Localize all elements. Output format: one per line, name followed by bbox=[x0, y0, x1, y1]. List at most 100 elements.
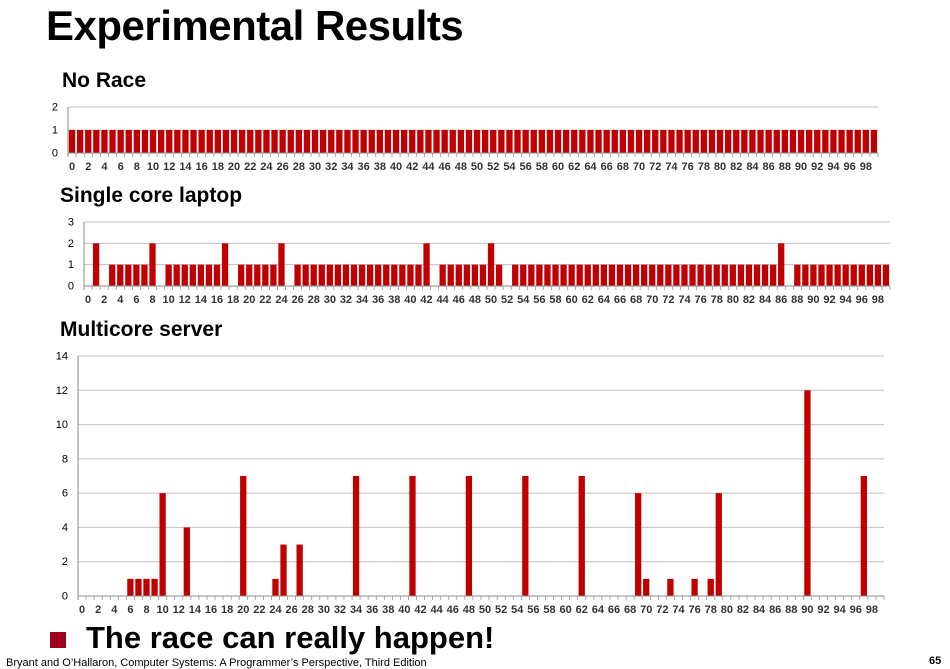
bar bbox=[352, 130, 359, 153]
x-tick-label: 96 bbox=[844, 161, 856, 173]
bar bbox=[334, 264, 342, 286]
x-tick-label: 56 bbox=[520, 161, 532, 173]
bar bbox=[624, 264, 632, 286]
bar bbox=[254, 264, 261, 286]
x-tick-label: 82 bbox=[737, 604, 749, 616]
y-tick-label: 0 bbox=[68, 281, 74, 293]
x-tick-label: 2 bbox=[95, 604, 101, 616]
x-tick-label: 6 bbox=[127, 604, 133, 616]
x-tick-label: 74 bbox=[678, 294, 691, 306]
x-tick-label: 32 bbox=[340, 294, 352, 306]
x-tick-label: 48 bbox=[463, 604, 475, 616]
x-tick-label: 4 bbox=[117, 294, 124, 306]
bar bbox=[858, 264, 865, 286]
bar bbox=[392, 130, 400, 153]
y-tick-label: 2 bbox=[68, 238, 74, 250]
bar bbox=[457, 130, 465, 153]
x-tick-label: 98 bbox=[860, 161, 872, 173]
bar bbox=[400, 130, 408, 153]
bar bbox=[181, 264, 188, 286]
bar bbox=[733, 130, 740, 153]
bar bbox=[319, 130, 327, 153]
bar bbox=[826, 264, 833, 286]
bullet-square-icon bbox=[50, 632, 66, 648]
x-tick-label: 14 bbox=[179, 161, 192, 173]
bar bbox=[619, 130, 627, 153]
bar bbox=[280, 544, 287, 596]
y-tick-label: 8 bbox=[62, 453, 68, 465]
x-tick-label: 80 bbox=[721, 604, 733, 616]
x-tick-label: 72 bbox=[656, 604, 668, 616]
x-tick-label: 8 bbox=[149, 294, 155, 306]
x-tick-label: 48 bbox=[469, 294, 481, 306]
bar bbox=[635, 493, 642, 596]
bar bbox=[522, 130, 529, 153]
x-tick-label: 10 bbox=[163, 294, 175, 306]
bar bbox=[765, 130, 772, 153]
bar bbox=[487, 243, 495, 286]
x-tick-label: 42 bbox=[414, 604, 426, 616]
bar bbox=[842, 264, 849, 286]
x-tick-label: 84 bbox=[753, 604, 766, 616]
x-tick-label: 12 bbox=[163, 161, 175, 173]
x-tick-label: 38 bbox=[388, 294, 400, 306]
x-tick-label: 66 bbox=[614, 294, 626, 306]
slide-title: Experimental Results bbox=[46, 2, 464, 49]
x-tick-label: 46 bbox=[447, 604, 459, 616]
x-tick-label: 46 bbox=[453, 294, 465, 306]
x-tick-label: 62 bbox=[568, 161, 580, 173]
x-tick-label: 84 bbox=[746, 161, 759, 173]
x-tick-label: 28 bbox=[302, 604, 314, 616]
bar bbox=[240, 476, 247, 596]
bar bbox=[368, 130, 375, 153]
bar bbox=[135, 578, 142, 596]
x-tick-label: 52 bbox=[495, 604, 507, 616]
x-tick-label: 4 bbox=[111, 604, 118, 616]
x-tick-label: 8 bbox=[134, 161, 140, 173]
bar bbox=[479, 264, 487, 286]
x-tick-label: 94 bbox=[840, 294, 853, 306]
x-tick-label: 80 bbox=[714, 161, 726, 173]
x-tick-label: 76 bbox=[694, 294, 706, 306]
x-tick-label: 58 bbox=[536, 161, 548, 173]
bar bbox=[691, 578, 698, 596]
x-tick-label: 88 bbox=[779, 161, 791, 173]
bar bbox=[562, 130, 570, 153]
x-tick-label: 0 bbox=[85, 294, 91, 306]
bar bbox=[724, 130, 732, 153]
x-tick-label: 86 bbox=[763, 161, 775, 173]
bar bbox=[270, 264, 277, 286]
bar bbox=[366, 264, 374, 286]
x-tick-label: 38 bbox=[382, 604, 394, 616]
x-tick-label: 32 bbox=[334, 604, 346, 616]
bar bbox=[708, 130, 716, 153]
bar bbox=[238, 264, 245, 286]
bar bbox=[279, 130, 286, 153]
bar bbox=[473, 130, 481, 153]
bar bbox=[830, 130, 837, 153]
bar bbox=[578, 476, 585, 596]
x-tick-label: 6 bbox=[118, 161, 124, 173]
x-tick-label: 50 bbox=[485, 294, 497, 306]
bar bbox=[481, 130, 489, 153]
x-tick-label: 54 bbox=[503, 161, 516, 173]
x-tick-label: 68 bbox=[624, 604, 636, 616]
bar bbox=[465, 130, 473, 153]
bar bbox=[576, 264, 583, 286]
bullet-text: The race can really happen! bbox=[86, 620, 495, 655]
y-tick-label: 1 bbox=[68, 259, 74, 271]
x-tick-label: 26 bbox=[285, 604, 297, 616]
bar bbox=[643, 578, 650, 596]
bar bbox=[805, 130, 813, 153]
x-tick-label: 88 bbox=[785, 604, 797, 616]
x-tick-label: 64 bbox=[592, 604, 605, 616]
bar bbox=[471, 264, 479, 286]
x-tick-label: 94 bbox=[834, 604, 847, 616]
x-tick-label: 56 bbox=[533, 294, 545, 306]
bar bbox=[182, 130, 189, 153]
bar bbox=[157, 130, 165, 153]
bar bbox=[689, 264, 696, 286]
bar bbox=[125, 130, 132, 153]
bar bbox=[627, 130, 635, 153]
bar bbox=[109, 130, 116, 153]
